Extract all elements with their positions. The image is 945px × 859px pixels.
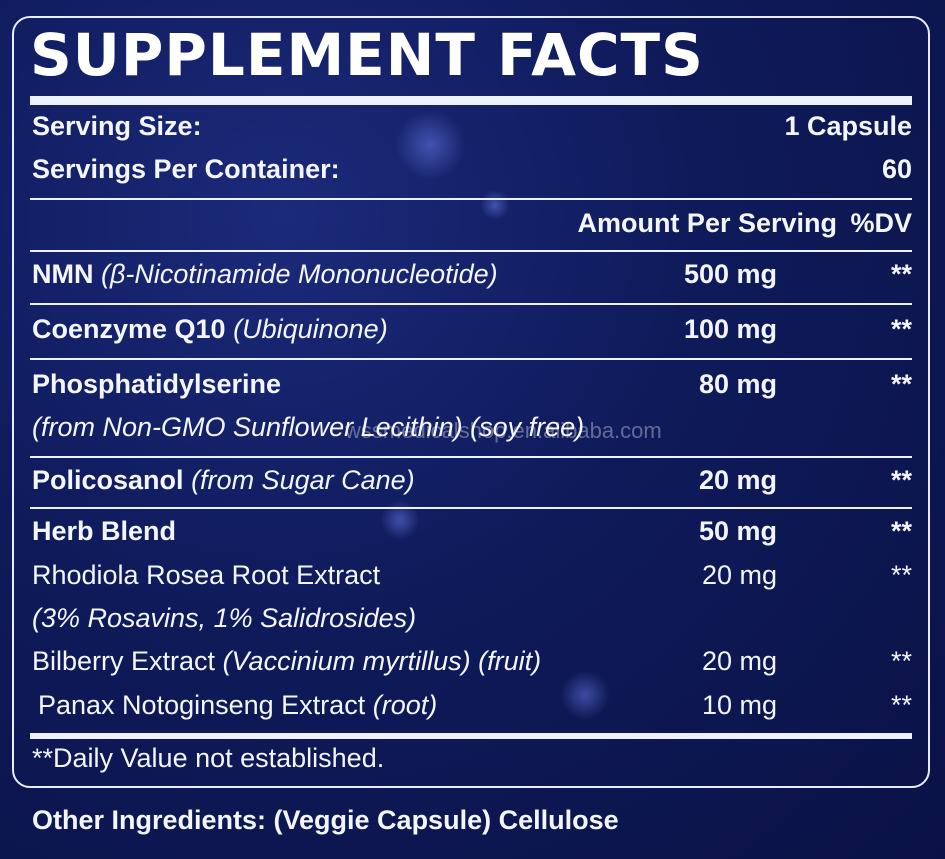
ingredient-dv: ** [890, 369, 912, 399]
panel-title: SUPPLEMENT FACTS [30, 21, 704, 89]
ingredient-detail: (3% Rosavins, 1% Salidrosides) [32, 603, 417, 633]
ingredient-amount: 20 mg [701, 560, 777, 590]
amount-per-serving-header: Amount Per Serving [577, 208, 837, 238]
serving-divider [30, 198, 912, 200]
ingredient-dv: ** [890, 690, 912, 720]
background-sparkle [480, 190, 510, 220]
ingredient-dv: ** [890, 560, 912, 590]
background-sparkle [380, 500, 420, 540]
title-divider [30, 96, 912, 105]
ingredient-detail: (from Non-GMO Sunflower Lecithin) (soy f… [32, 412, 585, 442]
ingredient-dv: ** [890, 259, 912, 289]
row-divider [30, 358, 912, 360]
other-ingredients: Other Ingredients: (Veggie Capsule) Cell… [32, 805, 619, 835]
supplement-facts-panel [12, 16, 930, 788]
ingredient-dv: ** [890, 516, 912, 546]
ingredient-name: Herb Blend [32, 516, 177, 546]
ingredient-dv: ** [890, 465, 912, 495]
servings-per-container-value: 60 [881, 154, 912, 184]
ingredient-name-nmn: NMN (β-Nicotinamide Mononucleotide) [32, 259, 498, 290]
serving-size-label: Serving Size: [32, 111, 202, 141]
footer-divider [30, 733, 912, 739]
watermark: wssmedicalshop.en.alibaba.com [345, 418, 662, 443]
servings-per-container-label: Servings Per Container: [32, 154, 340, 184]
ingredient-name: NMN [32, 259, 94, 289]
ingredient-amount: 100 mg [683, 314, 777, 344]
ingredient-detail: (β-Nicotinamide Mononucleotide) [101, 259, 498, 289]
dv-header: %DV [850, 208, 912, 238]
ingredient-name: Coenzyme Q10 [32, 314, 226, 344]
ingredient-amount: 500 mg [683, 259, 777, 289]
header-divider [30, 250, 912, 252]
ingredient-name-coq10: Coenzyme Q10 (Ubiquinone) [32, 314, 388, 345]
ingredient-name-policosanol: Policosanol (from Sugar Cane) [32, 465, 415, 496]
row-divider [30, 456, 912, 458]
ingredient-name-bilberry: Bilberry Extract (Vaccinium myrtillus) (… [32, 646, 541, 677]
background-sparkle [560, 670, 610, 720]
background-sparkle [395, 110, 465, 180]
ingredient-amount: 20 mg [701, 646, 777, 676]
ingredient-name: Panax Notoginseng Extract [38, 690, 366, 720]
daily-value-footnote: **Daily Value not established. [32, 743, 385, 773]
ingredient-name: Rhodiola Rosea Root Extract [32, 560, 381, 590]
ingredient-name: Bilberry Extract [32, 646, 216, 676]
row-divider [30, 507, 912, 509]
row-divider [30, 303, 912, 305]
ingredient-detail: (from Sugar Cane) [191, 465, 415, 495]
ingredient-detail: (Vaccinium myrtillus) (fruit) [222, 646, 542, 676]
serving-size-value: 1 Capsule [784, 111, 912, 141]
ingredient-amount: 10 mg [701, 690, 777, 720]
ingredient-name-panax: Panax Notoginseng Extract (root) [38, 690, 437, 721]
ingredient-amount: 50 mg [698, 516, 777, 546]
ingredient-amount: 20 mg [698, 465, 777, 495]
ingredient-name: Phosphatidylserine [32, 369, 282, 399]
ingredient-detail: (Ubiquinone) [233, 314, 388, 344]
ingredient-amount: 80 mg [698, 369, 777, 399]
ingredient-name: Policosanol [32, 465, 184, 495]
ingredient-detail: (root) [372, 690, 438, 720]
ingredient-dv: ** [890, 646, 912, 676]
ingredient-dv: ** [890, 314, 912, 344]
